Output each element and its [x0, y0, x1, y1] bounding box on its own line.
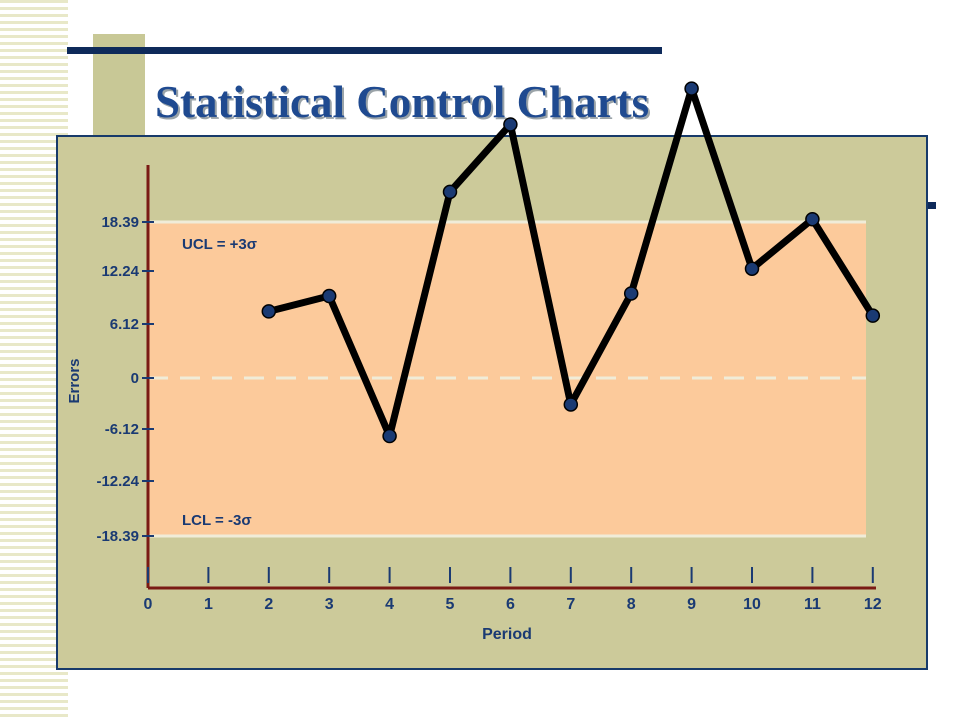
x-tick-label: 4	[385, 596, 394, 613]
y-tick-label: 12.24	[101, 263, 139, 280]
slide-title: Statistical Control Charts	[155, 77, 650, 127]
x-tick-label: 7	[566, 596, 575, 613]
lcl-label: LCL = -3σ	[182, 512, 252, 529]
data-point	[805, 211, 820, 227]
y-tick-label: -6.12	[105, 421, 139, 438]
x-axis-label: Period	[482, 626, 532, 643]
data-point	[684, 81, 699, 96]
x-tick-label: 2	[264, 596, 273, 613]
x-ticks: 0 1 2 3 4 5 6 7 8 9 10 11 12	[144, 567, 882, 613]
data-point	[321, 288, 337, 304]
x-tick-label: 6	[506, 596, 515, 613]
series	[261, 81, 881, 444]
x-tick-label: 10	[743, 596, 761, 613]
data-point	[744, 261, 760, 276]
x-tick-label: 11	[804, 596, 821, 613]
x-tick-label: 5	[446, 596, 455, 613]
x-tick-label: 1	[204, 596, 213, 613]
data-point	[382, 428, 397, 444]
data-point	[623, 286, 639, 301]
x-tick-label: 3	[325, 596, 334, 613]
x-tick-label: 9	[687, 596, 696, 613]
right-accent-mark	[926, 202, 936, 209]
y-tick-label: 6.12	[110, 316, 139, 333]
y-axis-label: Errors	[66, 358, 83, 403]
y-tick-label: 18.39	[101, 214, 139, 231]
data-point	[865, 308, 881, 323]
y-tick-label: -18.39	[96, 528, 139, 545]
x-tick-label: 12	[864, 596, 882, 613]
x-tick-label: 8	[627, 596, 636, 613]
y-ticks: 18.39 12.24 6.12 0 -6.12 -12.24 -18.39	[96, 214, 154, 545]
data-point	[503, 117, 518, 132]
y-tick-label: -12.24	[96, 473, 139, 490]
y-tick-label: 0	[131, 370, 139, 387]
x-tick-label: 0	[144, 596, 153, 613]
data-point	[563, 397, 579, 412]
data-point	[261, 304, 277, 319]
title-rule	[67, 47, 662, 54]
data-point	[442, 184, 458, 200]
ucl-label: UCL = +3σ	[182, 236, 257, 253]
